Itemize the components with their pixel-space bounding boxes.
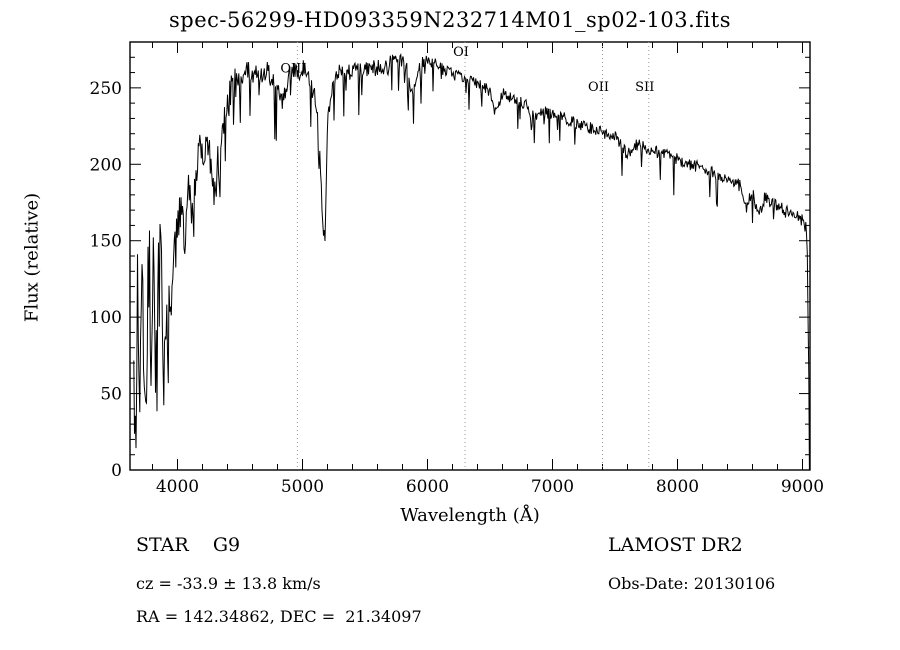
- marker-label-sii: SII: [635, 80, 654, 95]
- survey-label: LAMOST DR2: [608, 534, 743, 556]
- y-tick-label: 0: [111, 461, 122, 481]
- spectrum-series: [133, 53, 810, 471]
- x-tick-label: 4000: [156, 477, 199, 497]
- y-tick-label: 200: [90, 155, 122, 175]
- spectrum-line: [133, 53, 810, 471]
- x-tick-label: 6000: [406, 477, 449, 497]
- line-markers: OIII OI OII SII: [280, 42, 654, 470]
- y-tick-label: 150: [90, 232, 122, 252]
- plot-title: spec-56299-HD093359N232714M01_sp02-103.f…: [169, 8, 731, 32]
- plot-border: [129, 41, 811, 471]
- x-tick-label: 9000: [781, 477, 824, 497]
- x-tick-label: 5000: [281, 477, 324, 497]
- object-class-label: STAR G9: [136, 534, 241, 556]
- y-tick-label: 100: [90, 308, 122, 328]
- x-axis-label: Wavelength (Å): [400, 505, 540, 526]
- y-tick-label: 50: [100, 385, 122, 405]
- marker-label-oi: OI: [453, 45, 469, 60]
- coordinates-label: RA = 142.34862, DEC = 21.34097: [136, 607, 422, 626]
- marker-label-oiii: OIII: [280, 62, 306, 77]
- obs-date-label: Obs-Date: 20130106: [608, 574, 776, 593]
- plot-frame: [129, 41, 811, 471]
- x-tick-label: 7000: [531, 477, 574, 497]
- axis-ticks: [130, 41, 810, 471]
- tick-labels: 4000 5000 6000 7000 8000 9000 0 50 100 150 200 250: [90, 79, 825, 497]
- marker-label-oii: OII: [588, 80, 609, 95]
- y-axis-label: Flux (relative): [21, 192, 43, 323]
- y-tick-label: 250: [90, 79, 122, 99]
- radial-velocity-label: cz = -33.9 ± 13.8 km/s: [136, 574, 321, 593]
- x-tick-label: 8000: [656, 477, 699, 497]
